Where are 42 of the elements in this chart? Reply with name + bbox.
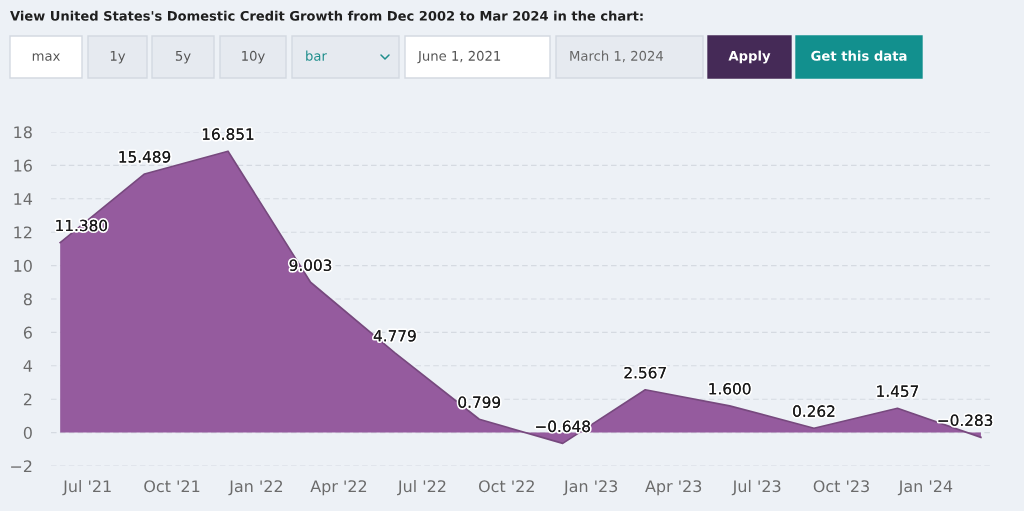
y-tick-label: 10 <box>14 259 32 272</box>
x-tick-label: Oct '21 <box>144 480 200 493</box>
text: 1y <box>110 51 126 64</box>
data-label: 0.799 <box>458 396 501 408</box>
data-label: 15.489 <box>119 151 171 163</box>
y-tick-label: −2 <box>11 460 32 473</box>
x-tick-label: Jul '21 <box>62 479 111 496</box>
text: Get this data <box>811 50 907 61</box>
x-tick-label: Apr '22 <box>310 480 367 496</box>
data-label: −0.648 <box>536 420 590 433</box>
text: March 1, 2024 <box>570 50 664 63</box>
y-tick-label: 18 <box>14 126 32 139</box>
y-tick-label: 16 <box>14 159 32 172</box>
data-label: 0.262 <box>793 405 835 417</box>
x-tick-label: Jan '23 <box>563 480 618 496</box>
x-tick-label: Jan '22 <box>228 480 283 496</box>
y-tick-label: 4 <box>23 360 33 372</box>
data-label: 2.567 <box>624 366 666 379</box>
text: max <box>32 53 60 61</box>
chart-title: View United States's Domestic Credit Growth from Dec 2002 to Mar 2024 in the chart: <box>10 10 643 21</box>
x-tick-label: Oct '22 <box>478 480 534 493</box>
text: June 1, 2021 <box>417 50 501 64</box>
x-tick-label: Jan '24 <box>897 480 953 496</box>
y-tick-label: 12 <box>14 226 32 239</box>
x-tick-label: Jul '23 <box>731 479 781 496</box>
text: Apply <box>728 50 771 64</box>
data-label: 1.457 <box>877 385 919 397</box>
x-tick-label: Jul '22 <box>397 479 446 496</box>
text: 10y <box>242 50 265 64</box>
text: bar <box>306 50 327 61</box>
data-label: 4.779 <box>373 329 416 342</box>
y-tick-label: 2 <box>23 393 32 406</box>
y-tick-label: 0 <box>23 426 32 439</box>
data-label: 16.851 <box>202 128 254 140</box>
y-tick-label: 6 <box>23 326 32 339</box>
x-tick-label: Oct '23 <box>813 480 869 493</box>
data-label: 1.600 <box>709 383 751 395</box>
y-tick-label: 14 <box>14 193 33 205</box>
text: 5y <box>175 51 191 64</box>
data-label: −0.283 <box>938 414 993 427</box>
x-tick-label: Apr '23 <box>645 480 702 496</box>
y-tick-label: 8 <box>23 293 32 306</box>
